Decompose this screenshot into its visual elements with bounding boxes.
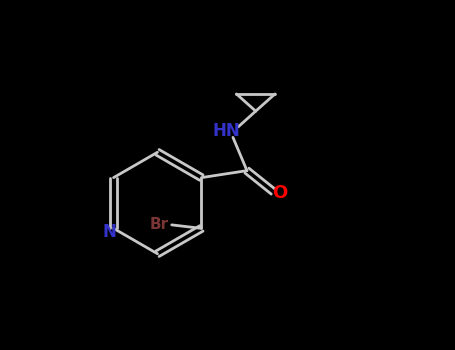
Text: N: N — [102, 223, 116, 241]
Text: O: O — [273, 184, 288, 202]
Text: Br: Br — [150, 217, 169, 232]
Text: HN: HN — [212, 122, 240, 140]
